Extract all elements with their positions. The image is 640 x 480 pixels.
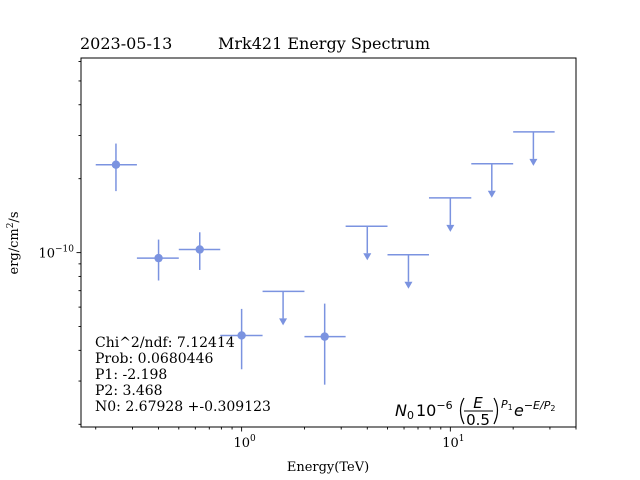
upper-limit-arrow [404, 281, 413, 289]
formula-open-paren [459, 397, 465, 425]
stat-p2: P2: 3.468 [95, 383, 163, 399]
stat-n0: N0: 2.67928 +-0.309123 [95, 399, 271, 415]
upper-limit [513, 131, 555, 166]
fit-stats: Chi^2/ndf: 7.12414 Prob: 0.0680446 P1: -… [95, 335, 271, 415]
upper-limit-arrow [446, 224, 455, 232]
point-marker [111, 160, 121, 169]
x-tick-label-10: 101 [442, 434, 464, 451]
formula-ten: 10−6 [416, 399, 453, 420]
point-marker [320, 332, 329, 341]
formula-frac-num: E [473, 394, 483, 412]
upper-limit-arrow [363, 253, 372, 261]
chart-date: 2023-05-13 [80, 34, 172, 53]
x-tick-label-1: 100 [233, 434, 256, 451]
chart-title: Mrk421 Energy Spectrum [218, 34, 430, 53]
point-marker [237, 331, 246, 340]
axis-ticks [76, 61, 577, 432]
upper-limit-arrow [279, 318, 288, 326]
stat-p1: P1: -2.198 [95, 367, 167, 383]
upper-limit [428, 197, 472, 232]
data-point [304, 303, 346, 385]
upper-limit [471, 163, 514, 198]
data-point [95, 143, 137, 192]
data-points-layer [95, 143, 346, 385]
upper-limit [387, 254, 429, 289]
point-marker [195, 245, 204, 254]
formula-close-paren [493, 397, 499, 425]
formula-p1: P1 [501, 398, 513, 412]
formula-frac-den: 0.5 [466, 411, 490, 429]
model-band-area [116, 472, 430, 480]
upper-limit-arrow [487, 190, 496, 198]
y-axis-label: erg/cm2/s [6, 211, 22, 274]
upper-limit [262, 290, 305, 326]
data-point [220, 308, 263, 370]
upper-limit [345, 225, 388, 261]
formula-n0: N0 [395, 401, 414, 422]
x-axis-label: Energy(TeV) [287, 460, 369, 475]
stat-prob: Prob: 0.0680446 [95, 351, 213, 367]
plot-frame [80, 57, 577, 428]
model-formula: N0 10−6 E 0.5 P1 e−E/P2 [395, 394, 555, 429]
formula-exp: e−E/P2 [514, 399, 555, 420]
stat-chi2: Chi^2/ndf: 7.12414 [95, 335, 235, 351]
point-marker [154, 253, 163, 263]
data-point [136, 239, 179, 281]
upper-limit-arrow [529, 158, 538, 166]
y-tick-label-1e-10: 10−10 [38, 245, 74, 262]
model-uncertainty-band [116, 472, 430, 480]
data-point [178, 232, 221, 270]
upper-limits-layer [262, 131, 555, 326]
